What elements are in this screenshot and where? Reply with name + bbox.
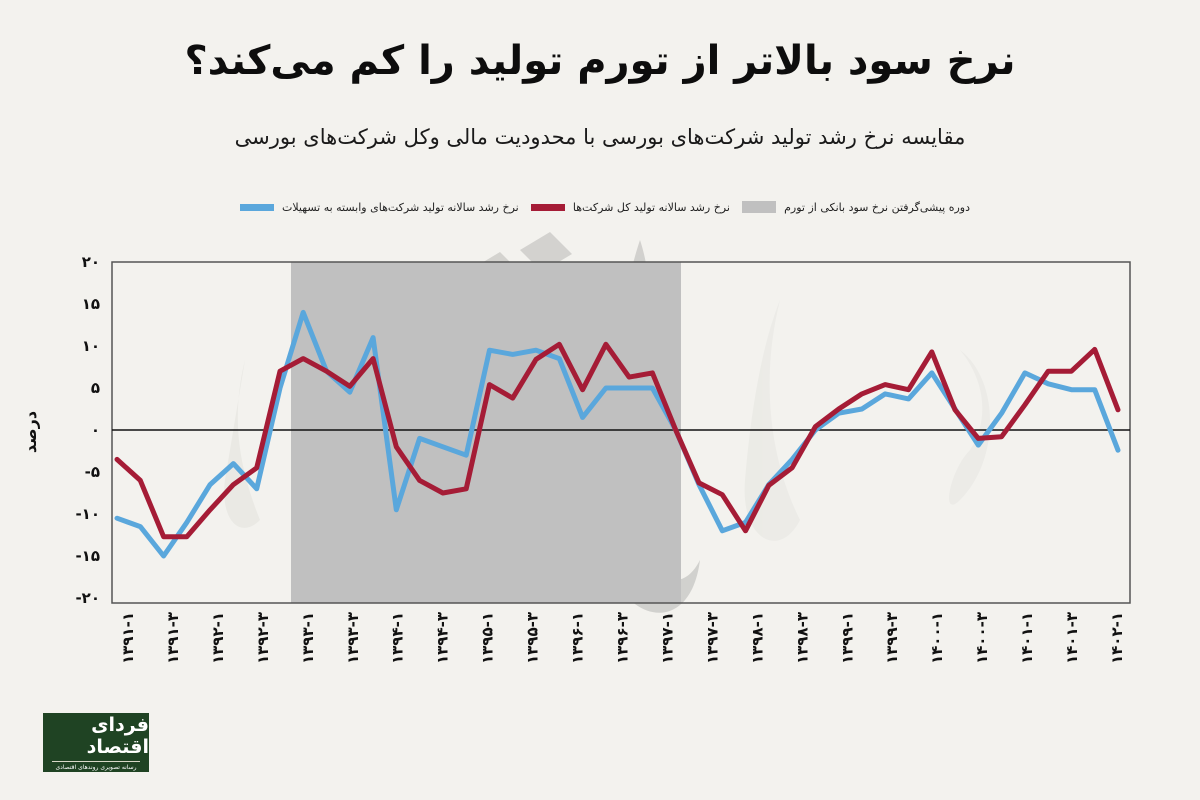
logo-name: فردای اقتصاد bbox=[86, 713, 149, 758]
x-tick-label: ۱۴۰۱-۳ bbox=[1063, 612, 1081, 664]
x-tick-label: ۱۳۹۱-۳ bbox=[164, 612, 182, 664]
x-axis-ticks: ۱۳۹۱-۱ ۱۳۹۱-۳ ۱۳۹۲-۱ ۱۳۹۲-۳ ۱۳۹۳-۱ ۱۳۹۳-۳ ۱۳۹۴… bbox=[119, 612, 1126, 664]
x-tick-label: ۱۴۰۲-۱ bbox=[1108, 612, 1126, 664]
shaded-period-region bbox=[291, 262, 681, 603]
chart-title: نرخ سود بالاتر از تورم تولید را کم می‌کن… bbox=[184, 38, 1016, 84]
series-line-all-firms bbox=[114, 341, 1121, 540]
x-tick-label: ۱۳۹۱-۱ bbox=[119, 612, 137, 664]
legend-label: نرخ رشد سالانه تولید شرکت‌های وابسته به … bbox=[282, 200, 519, 214]
x-tick-label: ۱۳۹۵-۳ bbox=[524, 612, 542, 664]
logo-divider bbox=[52, 760, 140, 762]
legend-swatch-red bbox=[530, 203, 565, 211]
x-tick-label: ۱۳۹۸-۱ bbox=[748, 612, 766, 664]
y-tick-label: -۱۰ bbox=[75, 505, 100, 523]
x-tick-label: ۱۳۹۵-۱ bbox=[479, 612, 497, 664]
legend-item-shaded-period: دوره پیشی‌گرفتن نرخ سود بانکی از تورم bbox=[742, 201, 970, 214]
x-tick-label: ۱۳۹۳-۱ bbox=[299, 612, 317, 664]
y-tick-label: ۵ bbox=[91, 379, 100, 397]
y-tick-label: ۲۰ bbox=[82, 253, 100, 271]
x-tick-label: ۱۳۹۲-۳ bbox=[254, 612, 272, 664]
x-tick-label: ۱۳۹۸-۳ bbox=[793, 612, 811, 664]
x-tick-label: ۱۳۹۴-۳ bbox=[434, 612, 452, 664]
publisher-logo: فردای اقتصاد رسانه تصویری روندهای اقتصاد… bbox=[43, 713, 149, 772]
legend-swatch-blue bbox=[240, 203, 275, 211]
x-tick-label: ۱۳۹۲-۱ bbox=[209, 612, 227, 664]
x-tick-label: ۱۳۹۳-۳ bbox=[344, 612, 362, 664]
y-axis-ticks: ۲۰ ۱۵ ۱۰ ۵ ۰ -۵ -۱۰ -۱۵ -۲۰ bbox=[75, 253, 100, 607]
x-tick-label: ۱۳۹۹-۱ bbox=[838, 612, 856, 664]
legend-swatch-gray bbox=[742, 201, 777, 213]
x-tick-label: ۱۳۹۶-۱ bbox=[569, 612, 587, 664]
y-tick-label: ۰ bbox=[91, 421, 100, 439]
x-tick-label: ۱۴۰۰-۳ bbox=[973, 612, 991, 664]
x-tick-label: ۱۳۹۷-۱ bbox=[658, 612, 676, 664]
legend-label: دوره پیشی‌گرفتن نرخ سود بانکی از تورم bbox=[784, 200, 970, 214]
x-tick-label: ۱۴۰۱-۱ bbox=[1018, 612, 1036, 664]
plot-frame bbox=[111, 261, 1131, 604]
x-tick-label: ۱۳۹۶-۳ bbox=[614, 612, 632, 664]
y-tick-label: -۱۵ bbox=[75, 547, 100, 565]
x-tick-label: ۱۳۹۴-۱ bbox=[389, 612, 407, 664]
legend-item-all-firms: نرخ رشد سالانه تولید کل شرکت‌ها bbox=[530, 200, 730, 214]
x-tick-label: ۱۴۰۰-۱ bbox=[928, 612, 946, 664]
y-tick-label: ۱۰ bbox=[82, 337, 100, 355]
y-axis-label: درصد bbox=[21, 411, 40, 453]
legend-item-facility-firms: نرخ رشد سالانه تولید شرکت‌های وابسته به … bbox=[240, 201, 519, 214]
chart-legend: نرخ رشد سالانه تولید شرکت‌های وابسته به … bbox=[240, 197, 970, 217]
chart-subtitle: مقایسه نرخ رشد تولید شرکت‌های بورسی با م… bbox=[234, 125, 966, 149]
y-tick-label: -۲۰ bbox=[75, 589, 100, 607]
y-tick-label: -۵ bbox=[85, 463, 100, 481]
x-tick-label: ۱۳۹۷-۳ bbox=[703, 612, 721, 664]
logo-tagline: رسانه تصویری روندهای اقتصادی bbox=[55, 763, 137, 771]
y-tick-label: ۱۵ bbox=[82, 295, 100, 313]
x-tick-label: ۱۳۹۹-۳ bbox=[883, 612, 901, 664]
legend-label: نرخ رشد سالانه تولید کل شرکت‌ها bbox=[572, 200, 730, 214]
